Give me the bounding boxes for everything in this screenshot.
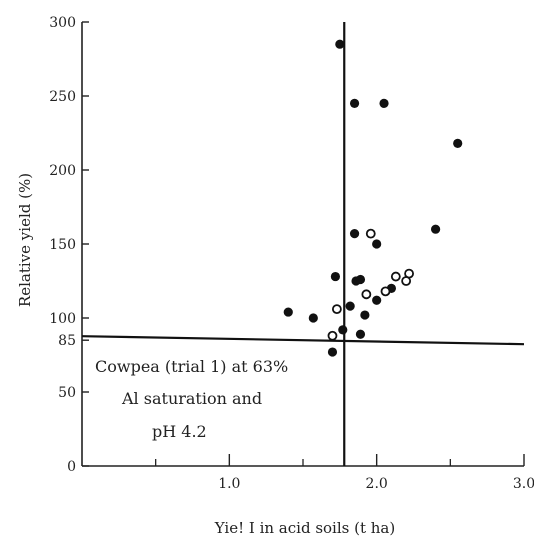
x-tick-label: 2.0 — [366, 476, 388, 492]
data-point-open — [331, 304, 342, 315]
data-point-filled — [327, 347, 338, 357]
horizontal-reference-line — [81, 335, 525, 346]
data-point-open — [401, 276, 412, 286]
y-tick-label: 150 — [49, 237, 76, 253]
data-point-filled — [355, 274, 366, 285]
data-point-filled — [308, 313, 318, 323]
annotation-line-3: pH 4.2 — [152, 422, 207, 441]
y-axis-label: Relative yield (%) — [16, 173, 34, 307]
data-point-filled — [372, 239, 382, 249]
y-tick-label: 85 — [58, 333, 76, 349]
x-tick-label: 3.0 — [513, 476, 534, 492]
x-axis-label: Yie! I in acid soils (t ha) — [214, 519, 395, 537]
data-point-filled — [431, 224, 441, 234]
data-point-filled — [283, 307, 293, 317]
points-layer — [283, 39, 463, 357]
data-point-filled — [349, 229, 360, 239]
data-point-open — [327, 330, 338, 341]
y-tick-label: 0 — [67, 459, 76, 475]
x-tick-label: 1.0 — [218, 476, 240, 492]
data-point-filled — [355, 329, 366, 339]
data-point-filled — [330, 271, 341, 282]
data-point-filled — [349, 98, 360, 108]
data-point-filled — [338, 325, 348, 335]
data-point-open — [365, 228, 376, 239]
data-point-filled — [345, 301, 355, 311]
data-point-filled — [335, 39, 345, 49]
data-point-filled — [372, 295, 382, 305]
data-point-filled — [360, 310, 370, 320]
y-tick-label: 200 — [49, 163, 76, 179]
y-tick-label: 50 — [58, 385, 76, 401]
y-tick-label: 300 — [49, 15, 76, 31]
data-point-open — [390, 271, 401, 282]
y-tick-label: 250 — [49, 89, 76, 105]
data-point-filled — [453, 138, 463, 148]
annotation: Cowpea (trial 1) at 63% Al saturation an… — [95, 357, 288, 441]
y-tick-label: 100 — [49, 311, 76, 327]
annotation-line-2: Al saturation and — [121, 389, 262, 408]
data-point-open — [380, 286, 391, 297]
data-point-open — [361, 289, 372, 300]
annotation-line-1: Cowpea (trial 1) at 63% — [95, 357, 288, 376]
axes-layer: 0 50 85 100 150 200 250 300 1.0 2.0 3.0 — [49, 15, 534, 492]
data-point-filled — [379, 98, 389, 108]
